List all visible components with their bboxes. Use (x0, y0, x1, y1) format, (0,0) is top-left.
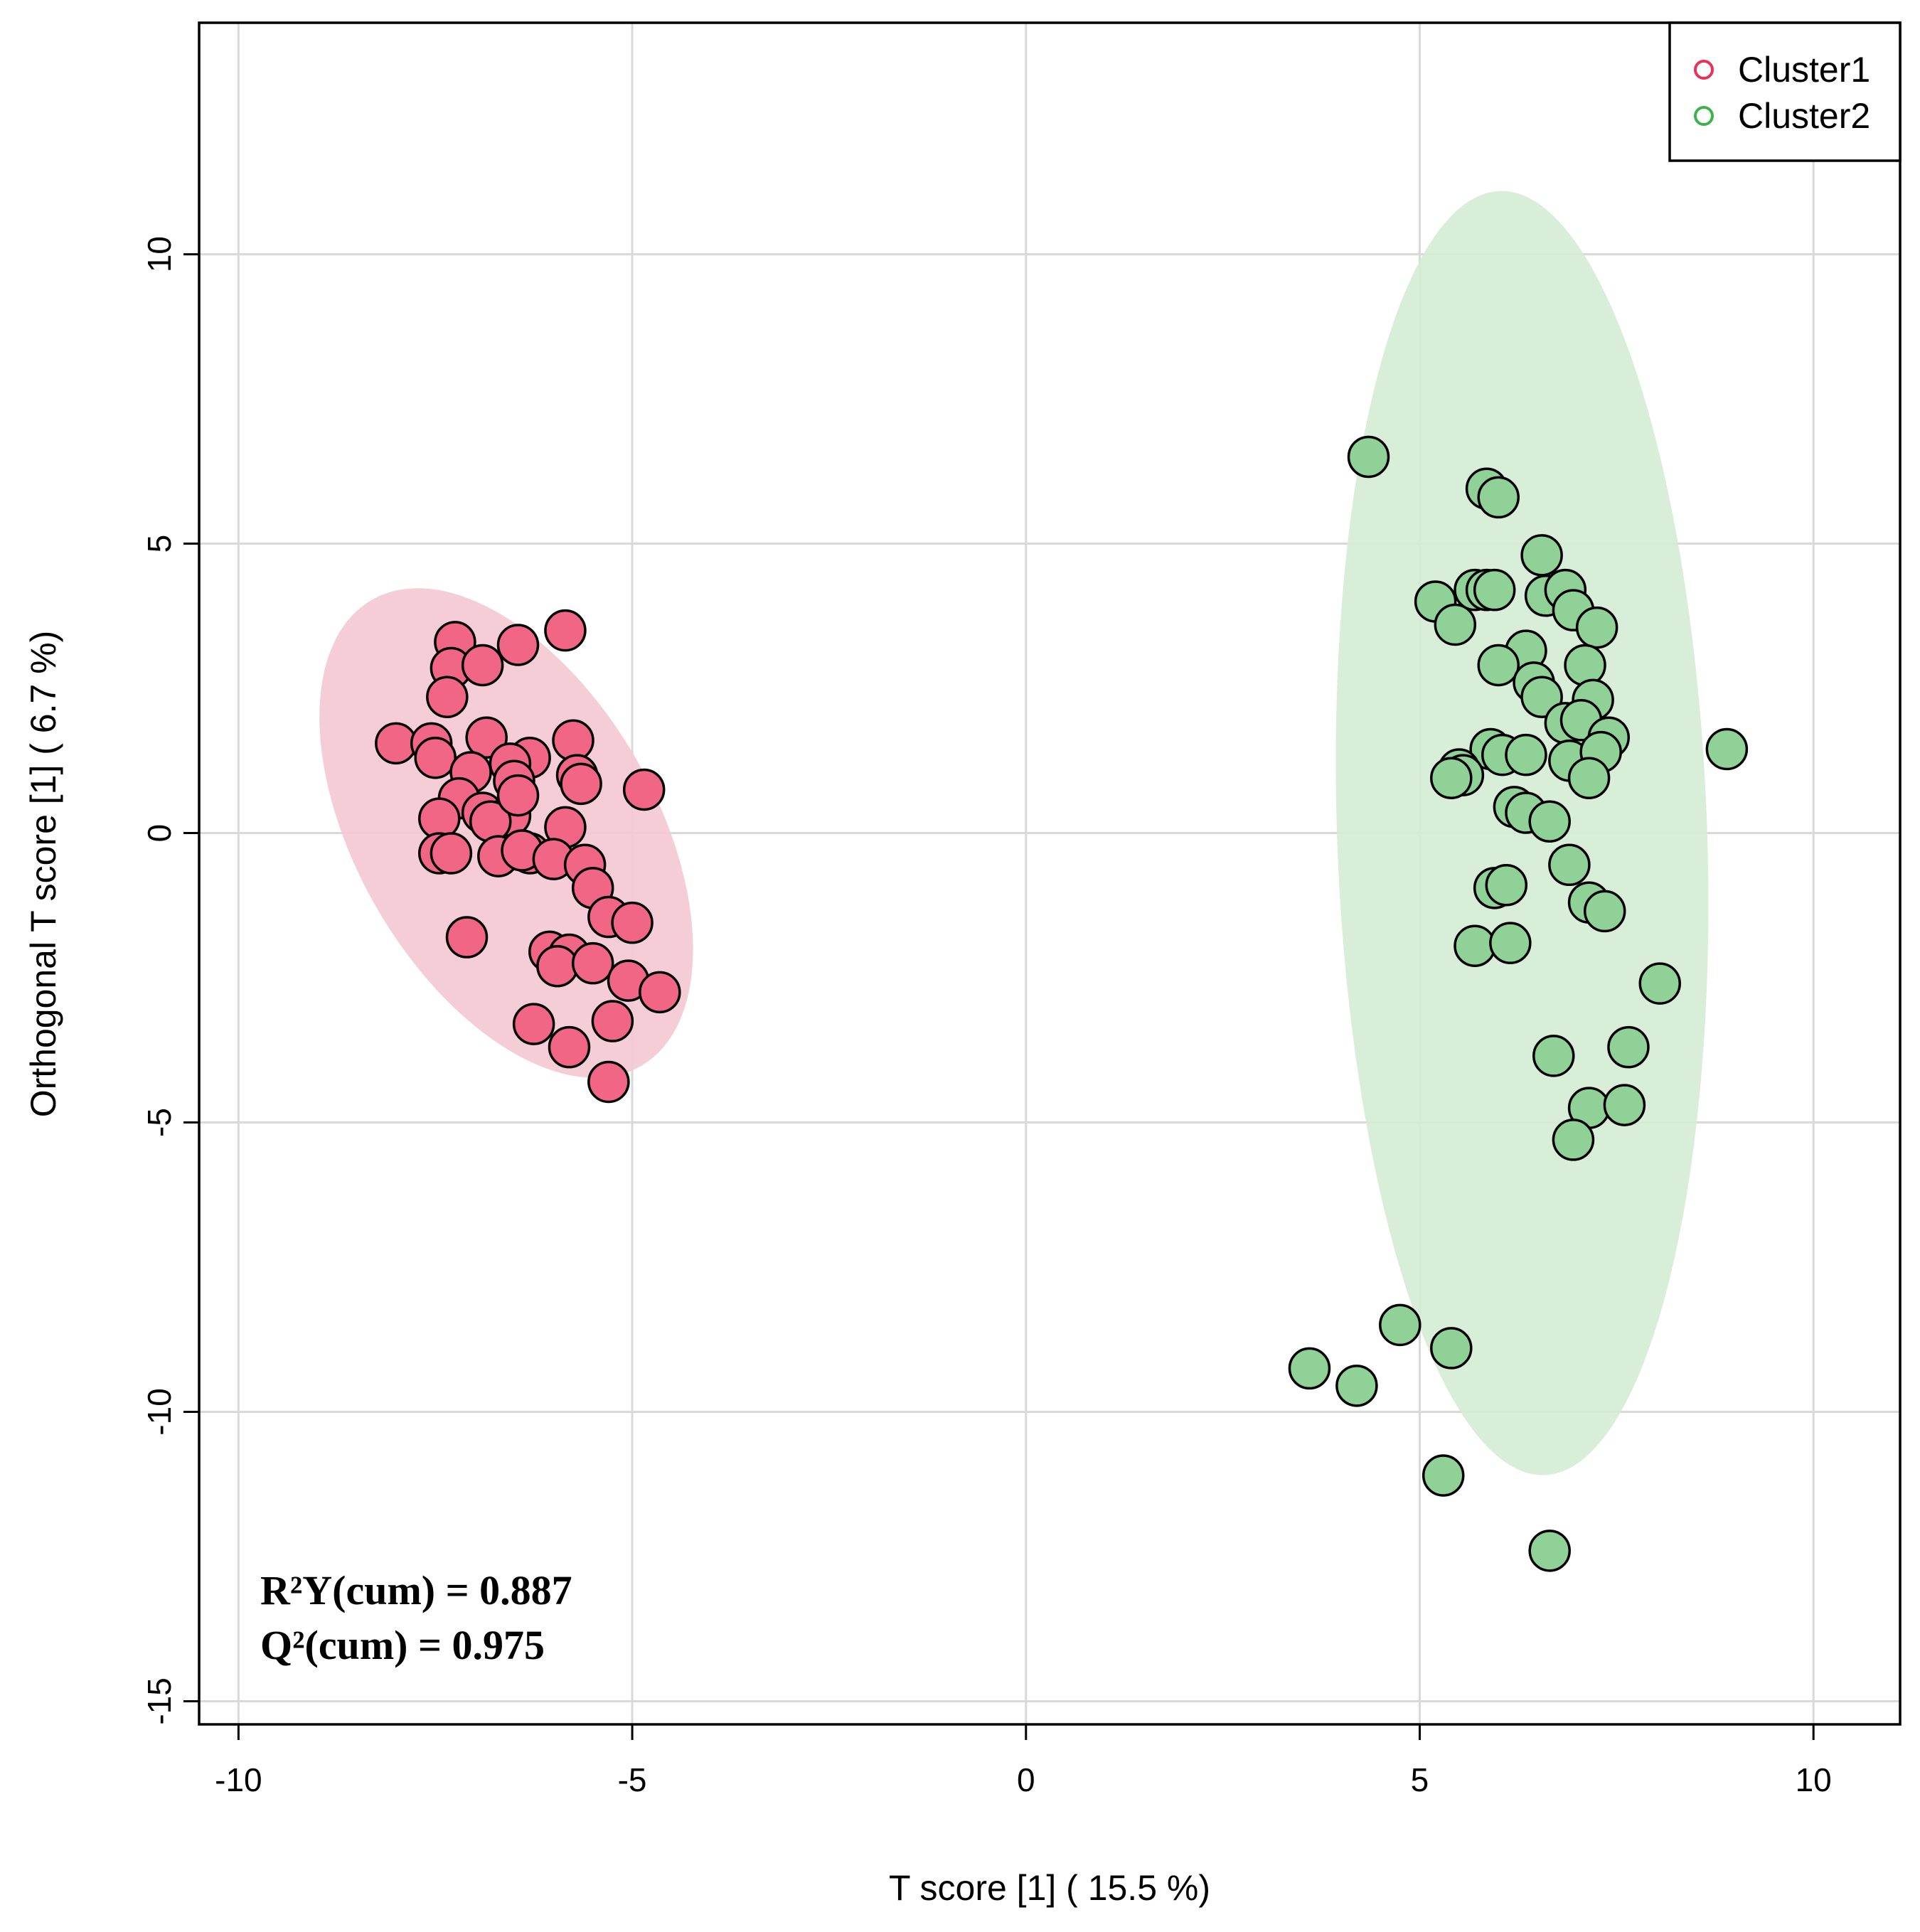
point-cluster2 (1567, 757, 1611, 799)
point-cluster2 (1638, 962, 1681, 1005)
point-cluster1 (512, 1003, 555, 1045)
point-cluster1 (496, 624, 540, 666)
point-cluster1 (611, 901, 654, 944)
point-cluster2 (1379, 1303, 1422, 1347)
point-cluster2 (1705, 727, 1749, 771)
point-cluster2 (1347, 435, 1390, 479)
point-cluster2 (1454, 924, 1496, 967)
point-cluster1 (375, 722, 417, 765)
y-tick-label: -15 (141, 1677, 178, 1724)
legend-marker-cluster1 (1694, 60, 1714, 80)
r2y-stat: R²Y(cum) = 0.887 (260, 1567, 572, 1613)
y-tick-label: -10 (141, 1388, 178, 1435)
point-cluster2 (1473, 568, 1516, 612)
point-cluster2 (1434, 603, 1477, 646)
point-cluster2 (1564, 644, 1606, 687)
point-cluster2 (1552, 1119, 1595, 1161)
point-cluster1 (591, 1000, 634, 1042)
point-cluster2 (1607, 1025, 1650, 1069)
point-cluster1 (587, 1060, 630, 1104)
point-cluster1 (426, 676, 469, 718)
x-tick-label: 10 (1796, 1761, 1832, 1798)
legend-label-cluster1: Cluster1 (1738, 50, 1870, 90)
y-tick-label: 5 (141, 535, 178, 553)
legend-marker-cluster2 (1694, 106, 1714, 126)
point-cluster1 (445, 916, 489, 959)
point-cluster1 (544, 609, 587, 652)
x-tick-label: 5 (1411, 1761, 1429, 1798)
point-cluster1 (496, 774, 540, 817)
point-layer (375, 435, 1749, 1572)
x-axis-title: T score [1] ( 15.5 %) (889, 1868, 1210, 1908)
point-cluster2 (1485, 864, 1528, 907)
plot-frame (198, 21, 1902, 1726)
point-cluster1 (622, 768, 666, 811)
point-cluster2 (1430, 1327, 1473, 1370)
point-cluster2 (1583, 890, 1626, 933)
legend: Cluster1 Cluster2 (1668, 21, 1902, 162)
y-tick-label: 0 (141, 824, 178, 843)
point-cluster2 (1528, 800, 1571, 843)
point-cluster2 (1528, 1530, 1571, 1572)
point-cluster2 (1575, 606, 1618, 649)
point-cluster2 (1477, 644, 1520, 687)
point-cluster1 (571, 941, 614, 985)
y-tick-label: -5 (141, 1108, 178, 1137)
point-cluster2 (1603, 1084, 1646, 1126)
point-cluster2 (1548, 843, 1591, 887)
legend-box (1668, 21, 1902, 162)
point-cluster2 (1505, 733, 1547, 776)
point-cluster1 (414, 736, 457, 779)
point-cluster1 (560, 762, 602, 806)
point-cluster2 (1288, 1347, 1331, 1390)
point-cluster2 (1532, 1035, 1575, 1077)
point-cluster2 (1477, 476, 1520, 519)
point-cluster2 (1430, 757, 1473, 799)
point-cluster2 (1489, 922, 1532, 964)
tick-layer: -10 -5 0 5 10 -15 -10 -5 0 5 10 (141, 236, 1832, 1798)
y-axis-title: Orthogonal T score [1] ( 6.7 %) (23, 631, 63, 1118)
point-cluster1 (552, 719, 594, 762)
x-tick-label: 0 (1017, 1761, 1035, 1798)
legend-label-cluster2: Cluster2 (1738, 96, 1870, 136)
point-cluster2 (1520, 534, 1563, 577)
point-cluster1 (639, 971, 681, 1014)
point-cluster1 (536, 944, 579, 988)
point-cluster1 (461, 644, 504, 687)
point-cluster2 (1422, 1454, 1465, 1497)
point-cluster1 (430, 832, 473, 875)
x-tick-label: -10 (215, 1761, 262, 1798)
point-cluster1 (548, 1025, 591, 1069)
y-tick-label: 10 (141, 236, 178, 272)
q2-stat: Q²(cum) = 0.975 (260, 1622, 545, 1668)
x-tick-label: -5 (618, 1761, 647, 1798)
point-cluster2 (1335, 1365, 1378, 1407)
